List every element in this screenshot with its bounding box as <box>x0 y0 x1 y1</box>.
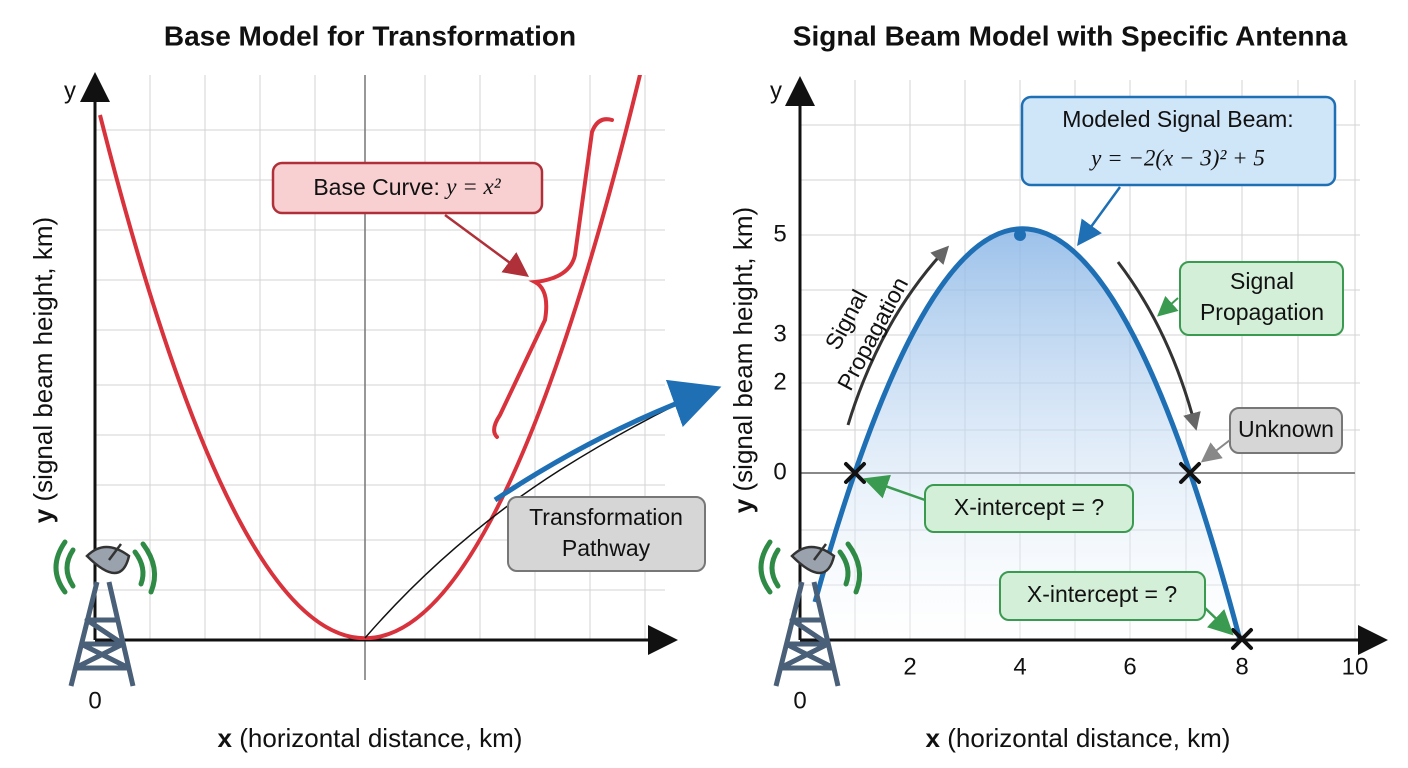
intercept-upper-arrow <box>863 474 926 502</box>
x-tick-label: 8 <box>1235 653 1248 680</box>
right-y-label: y (signal beam height, km) <box>728 207 758 513</box>
left-origin: 0 <box>88 687 101 714</box>
y-text: (signal beam height, km) <box>728 207 758 492</box>
y-tick-label: 5 <box>773 220 786 247</box>
pathway-arrow <box>493 379 722 503</box>
left-x-label: x (horizontal distance, km) <box>218 723 523 753</box>
pathway-box <box>507 496 706 572</box>
propagation-right-text: Propagation <box>1200 299 1324 325</box>
beam-fill <box>815 228 1240 640</box>
unknown-arrow <box>1200 439 1231 463</box>
propagation-arrow-right <box>1116 261 1201 431</box>
propagation-right-arrow <box>1157 295 1179 317</box>
beam-curve <box>812 226 1243 640</box>
intercept-upper-text: X-intercept = ? <box>954 494 1104 520</box>
curve-callout-label: Base Curve: <box>313 174 440 200</box>
curve-callout: Base Curve: y = x² <box>313 174 501 200</box>
x-var: x <box>218 723 233 753</box>
y-var: y <box>728 498 758 513</box>
y-tick-label: 3 <box>773 320 786 347</box>
curve-brace <box>492 117 614 439</box>
left-y-label: y (signal beam height, km) <box>28 217 58 523</box>
intercept-marks <box>844 462 1253 650</box>
pathway-text: Pathway <box>562 535 651 561</box>
beam-callout-formula: y = −2(x − 3)² + 5 <box>1089 145 1265 170</box>
curve-callout-formula: y = x² <box>444 174 501 199</box>
right-y-letter: y <box>770 77 782 104</box>
x-tick-label: 4 <box>1013 653 1026 680</box>
antenna-icon <box>56 542 155 686</box>
y-tick-label: 0 <box>773 458 786 485</box>
y-tick-label: 2 <box>773 368 786 395</box>
propagation-right-box <box>1179 261 1344 336</box>
propagation-right-text: Signal <box>1230 268 1294 294</box>
intercept-lower-text: X-intercept = ? <box>1027 581 1177 607</box>
curve-callout-box <box>271 161 544 215</box>
x-tick-label: 6 <box>1123 653 1136 680</box>
intercept-upper-box <box>924 484 1134 533</box>
unknown-box <box>1229 407 1343 454</box>
beam-callout-text: Modeled Signal Beam: <box>1062 106 1293 132</box>
left-title: Base Model for Transformation <box>164 20 576 51</box>
right-title: Signal Beam Model with Specific Antenna <box>793 20 1348 51</box>
base-curve <box>98 75 642 640</box>
right-x-label: x (horizontal distance, km) <box>926 723 1231 753</box>
x-text: (horizontal distance, km) <box>947 723 1230 753</box>
unknown-text: Unknown <box>1238 416 1334 442</box>
intercept-lower-box <box>999 571 1206 621</box>
x-tick-label: 2 <box>903 653 916 680</box>
pathway-text: Transformation <box>529 504 683 530</box>
right-origin: 0 <box>793 687 806 714</box>
intercept-lower-arrow <box>1204 607 1234 636</box>
x-text: (horizontal distance, km) <box>239 723 522 753</box>
curve-callout-arrow <box>444 213 530 277</box>
beam-callout-box <box>1020 95 1337 187</box>
beam-callout-arrow <box>1077 186 1122 247</box>
left-y-letter: y <box>64 77 76 104</box>
x-var: x <box>926 723 941 753</box>
vertex-dot <box>1014 229 1026 241</box>
y-text: (signal beam height, km) <box>28 217 58 502</box>
x-tick-label: 10 <box>1342 653 1369 680</box>
propagation-arrow-left <box>846 245 950 426</box>
y-var: y <box>28 508 58 523</box>
